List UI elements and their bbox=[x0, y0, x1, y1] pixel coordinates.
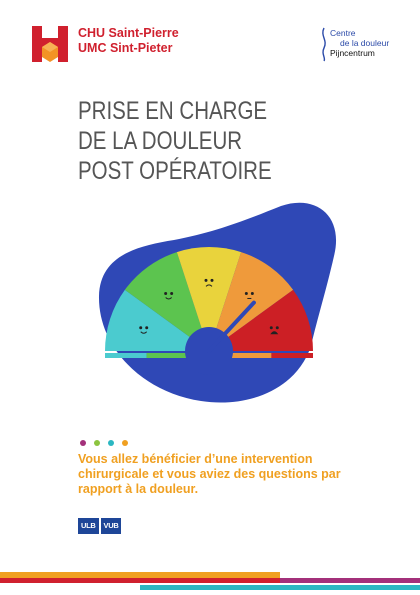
bar-segment-1 bbox=[105, 353, 147, 358]
title-line1: PRISE EN CHARGE bbox=[78, 97, 268, 125]
face-frown-icon bbox=[204, 278, 214, 287]
stripe-red bbox=[0, 578, 420, 583]
dot-orange bbox=[122, 440, 128, 446]
gauge-faces bbox=[139, 278, 279, 335]
decorative-dots bbox=[80, 433, 136, 446]
pain-centre-logo-icon bbox=[322, 27, 326, 62]
face-cry-icon bbox=[269, 326, 279, 335]
org-name-nl: UMC Sint-Pieter bbox=[78, 41, 173, 55]
pain-centre-name: Centre de la douleur Pijncentrum bbox=[330, 28, 389, 58]
vub-logo: VUB bbox=[100, 518, 122, 534]
pain-gauge-illustration bbox=[98, 202, 337, 403]
stripe-orange bbox=[0, 572, 280, 578]
page-title: PRISE EN CHARGE DE LA DOULEUR POST OPÉRA… bbox=[78, 96, 272, 186]
org-name: CHU Saint-Pierre UMC Sint-Pieter bbox=[78, 26, 179, 56]
stripe-teal bbox=[140, 585, 420, 590]
intro-text: Vous allez bénéficier d’une intervention… bbox=[78, 452, 341, 496]
bar-segment-5 bbox=[271, 353, 313, 358]
gauge-needle bbox=[207, 300, 256, 353]
dot-teal bbox=[108, 440, 114, 446]
bar-segment-2 bbox=[146, 353, 189, 358]
face-flat-icon bbox=[244, 291, 254, 299]
gauge-segment-1 bbox=[105, 289, 209, 351]
dot-green bbox=[94, 440, 100, 446]
university-logos: ULB VUB bbox=[78, 515, 123, 534]
pain-centre-line3: Pijncentrum bbox=[330, 48, 375, 58]
gauge-segment-3 bbox=[176, 247, 242, 351]
org-name-fr: CHU Saint-Pierre bbox=[78, 26, 179, 40]
dot-purple bbox=[80, 440, 86, 446]
pain-centre-line1: Centre bbox=[330, 28, 356, 38]
pain-centre-line2: de la douleur bbox=[340, 38, 390, 48]
gauge-segment-5 bbox=[209, 289, 313, 351]
bar-segment-4 bbox=[229, 353, 272, 358]
title-line3: POST OPÉRATOIRE bbox=[78, 157, 272, 185]
title-line2: DE LA DOULEUR bbox=[78, 127, 243, 155]
chu-logo-icon bbox=[32, 26, 68, 62]
ulb-logo: ULB bbox=[78, 518, 99, 534]
face-smile-icon bbox=[164, 291, 174, 300]
face-smile-icon bbox=[139, 326, 149, 334]
stripe-purple bbox=[280, 578, 420, 583]
gauge-segment-2 bbox=[124, 252, 209, 351]
